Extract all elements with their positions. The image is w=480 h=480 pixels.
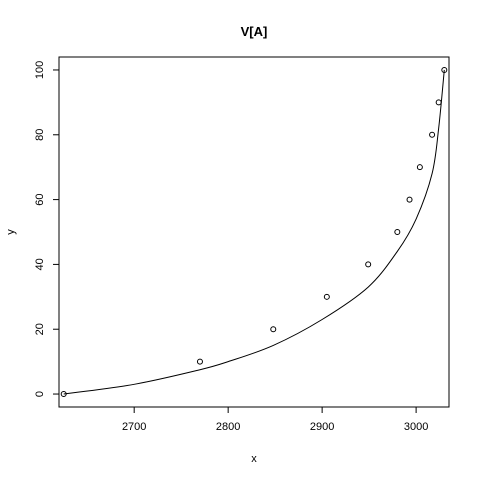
plot-frame <box>58 56 450 408</box>
data-point <box>365 261 372 268</box>
data-point <box>406 196 413 203</box>
data-point <box>441 66 448 73</box>
data-points <box>60 66 448 398</box>
x-tick-label: 2800 <box>216 421 240 433</box>
chart-title: V[A] <box>241 24 268 39</box>
data-point <box>196 358 203 365</box>
y-tick-label: 20 <box>34 323 46 335</box>
data-point <box>323 293 330 300</box>
x-tick-label: 3000 <box>404 421 428 433</box>
data-point <box>394 229 401 235</box>
x-tick-label: 2900 <box>310 421 334 433</box>
data-point <box>270 326 277 333</box>
x-axis-label: x <box>251 453 257 465</box>
data-point <box>435 99 442 106</box>
data-point <box>416 164 423 171</box>
data-point <box>429 131 436 138</box>
y-tick-label: 40 <box>34 258 46 270</box>
x-axis: 2700 2800 2900 3000 <box>122 407 428 433</box>
y-tick-label: 100 <box>34 61 46 79</box>
data-point <box>60 391 67 398</box>
x-tick-label: 2700 <box>122 421 146 433</box>
y-tick-label: 80 <box>34 129 46 141</box>
y-axis: 0 20 40 60 80 100 <box>34 61 59 397</box>
y-axis-label: y <box>5 229 17 235</box>
y-tick-label: 0 <box>34 391 46 397</box>
plot-area: 2700 2800 2900 3000 0 20 40 60 80 100 <box>34 56 450 433</box>
y-tick-label: 60 <box>34 193 46 205</box>
fit-curve-line <box>63 69 445 395</box>
